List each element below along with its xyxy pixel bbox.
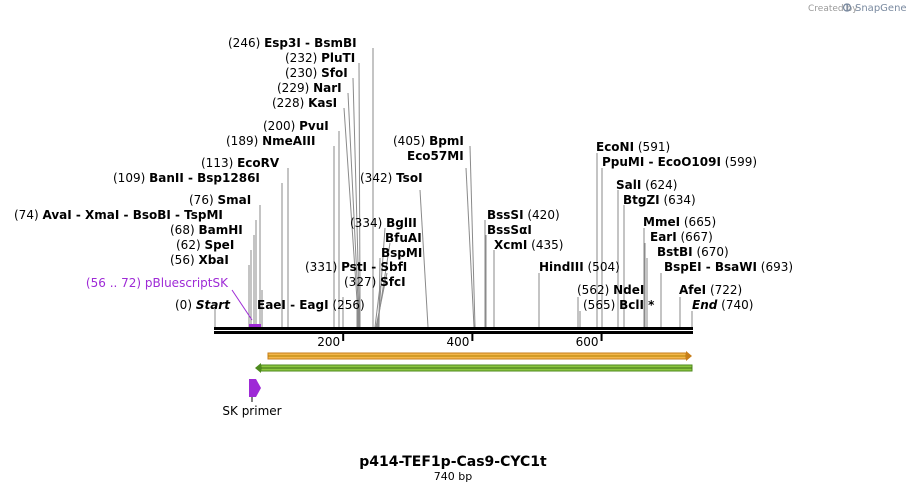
site-label-end[interactable]: End (740) xyxy=(692,298,753,312)
restriction-site-labels: (0) Start (56) XbaI(62) SpeI(68) BamHI(74… xyxy=(14,36,793,312)
site-label-eco57mi[interactable]: Eco57MI xyxy=(407,149,464,163)
forward-feature-arrow[interactable] xyxy=(267,351,692,361)
site-label-baniibsp1286i[interactable]: (109) BanII - Bsp1286I xyxy=(113,171,260,185)
site-label-bsssi[interactable]: BssSI (420) xyxy=(487,208,560,222)
site-label-kasi[interactable]: (228) KasI xyxy=(272,96,337,110)
site-label-tsoi[interactable]: (342) TsoI xyxy=(360,171,423,185)
site-label-eari[interactable]: EarI (667) xyxy=(650,230,713,244)
feature-leader-pbluescriptsk xyxy=(231,289,253,321)
site-label-afei[interactable]: AfeI (722) xyxy=(679,283,742,297)
plasmid-name: p414-TEF1p-Cas9-CYC1t xyxy=(359,454,547,470)
dna-backbone xyxy=(214,327,693,334)
ruler-tick-label-600: 600 xyxy=(576,335,599,349)
reverse-feature-arrow[interactable] xyxy=(255,363,693,373)
site-label-sali[interactable]: SalI (624) xyxy=(616,178,677,192)
site-label-bglii[interactable]: (334) BglII xyxy=(350,216,417,230)
site-label-pvui[interactable]: (200) PvuI xyxy=(263,119,329,133)
site-label-sfci[interactable]: (327) SfcI xyxy=(344,275,406,289)
feature-label-pbluescriptsk[interactable]: (56 .. 72) pBluescriptSK xyxy=(86,276,229,290)
site-label-nari[interactable]: (229) NarI xyxy=(277,81,342,95)
bp-ruler: 200 400 600 xyxy=(317,334,603,349)
site-label-esp3ibsmbi[interactable]: (246) Esp3I - BsmBI xyxy=(228,36,357,50)
site-label-eaeieagi[interactable]: EaeI - EagI (256) xyxy=(257,298,365,312)
plasmid-length: 740 bp xyxy=(434,470,472,483)
site-label-smai[interactable]: (76) SmaI xyxy=(189,193,251,207)
ruler-tick-label-200: 200 xyxy=(317,335,340,349)
site-label-xcmi[interactable]: XcmI (435) xyxy=(494,238,563,252)
site-label-bamhi[interactable]: (68) BamHI xyxy=(170,223,243,237)
site-label-mmei[interactable]: MmeI (665) xyxy=(643,215,716,229)
cut-site-leader-lines xyxy=(214,48,693,328)
site-label-econi[interactable]: EcoNI (591) xyxy=(596,140,670,154)
site-label-bpmi[interactable]: (405) BpmI xyxy=(393,134,464,148)
snapgene-brand: SnapGene xyxy=(855,3,907,14)
site-label-bsssi[interactable]: BssSαI xyxy=(487,223,532,237)
site-label-sfoi[interactable]: (230) SfoI xyxy=(285,66,348,80)
site-label-pstisbfi[interactable]: (331) PstI - SbfI xyxy=(305,260,407,274)
site-label-hindiii[interactable]: HindIII (504) xyxy=(539,260,620,274)
site-label-avaixmaibsobitspmi[interactable]: (74) AvaI - XmaI - BsoBI - TspMI xyxy=(14,208,223,222)
snapgene-logo-icon xyxy=(842,3,852,12)
site-label-nmeaiii[interactable]: (189) NmeAIII xyxy=(226,134,315,148)
site-label-ecorv[interactable]: (113) EcoRV xyxy=(201,156,280,170)
sk-primer-arrow-icon[interactable] xyxy=(249,379,261,402)
site-label-bfuai[interactable]: BfuAI xyxy=(385,231,422,245)
site-label-bcli[interactable]: (565) BclI * xyxy=(583,298,655,312)
site-label-bspmi[interactable]: BspMI xyxy=(381,246,422,260)
created-by-text: Created by xyxy=(808,4,858,14)
site-label-bspeibsawi[interactable]: BspEI - BsaWI (693) xyxy=(664,260,793,274)
site-label-spei[interactable]: (62) SpeI xyxy=(176,238,234,252)
ruler-tick-label-400: 400 xyxy=(446,335,469,349)
site-label-pluti[interactable]: (232) PluTI xyxy=(285,51,355,65)
site-label-ndei[interactable]: (562) NdeI xyxy=(577,283,644,297)
site-label-btgzi[interactable]: BtgZI (634) xyxy=(623,193,696,207)
feature-mark-pbluescriptsk[interactable] xyxy=(249,324,261,327)
site-label-start[interactable]: (0) Start xyxy=(175,298,231,312)
sk-primer-label: SK primer xyxy=(222,404,281,418)
site-label-ppumiecoo109i[interactable]: PpuMI - EcoO109I (599) xyxy=(602,155,757,169)
site-label-xbai[interactable]: (56) XbaI xyxy=(170,253,229,267)
site-label-bstbi[interactable]: BstBI (670) xyxy=(657,245,729,259)
